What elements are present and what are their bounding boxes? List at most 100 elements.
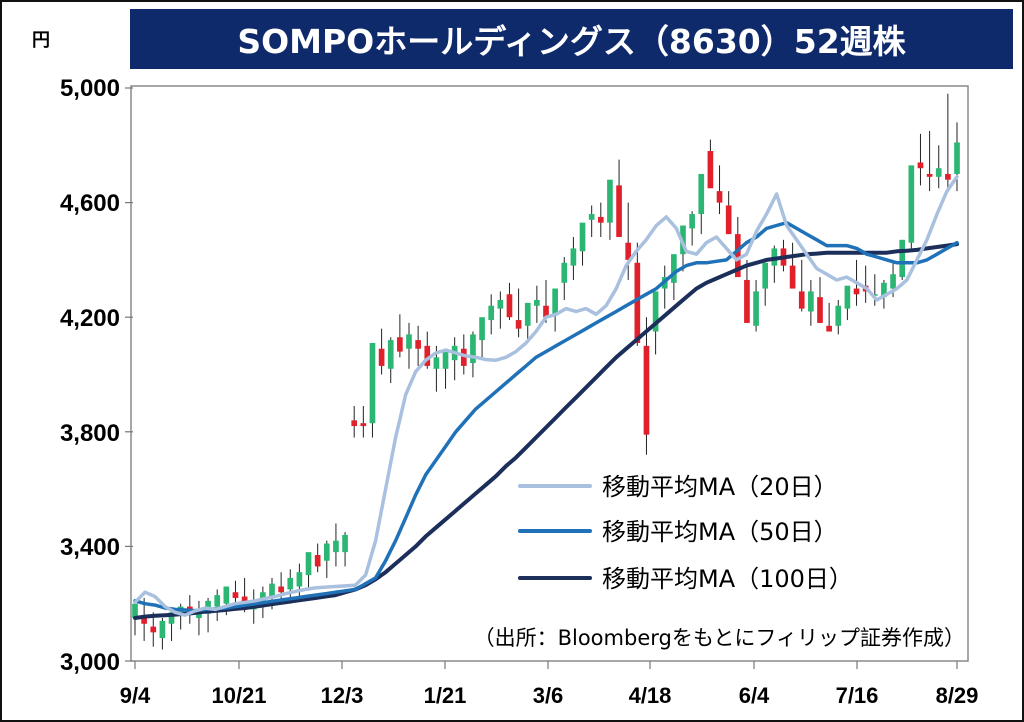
candle-up [899, 239, 906, 278]
candle-down [634, 262, 641, 343]
candle-down [789, 265, 796, 289]
candle-up [342, 534, 348, 553]
candle-up [561, 262, 568, 283]
candle-up [954, 142, 960, 174]
candle-down [515, 320, 522, 329]
x-tick-label: 9/4 [120, 683, 151, 708]
legend-label-ma50: 移動平均MA（50日） [602, 518, 838, 546]
series-line-ma20 [133, 175, 959, 617]
x-tick-label: 6/4 [739, 683, 770, 708]
candle-down [826, 325, 832, 332]
candle-up [369, 342, 376, 424]
plot-area [130, 85, 969, 662]
candle-up [652, 291, 659, 332]
candle-up [579, 222, 586, 252]
candle-up [323, 543, 330, 561]
candle-up [753, 291, 759, 326]
candle-down [817, 297, 823, 323]
candle-down [926, 173, 933, 177]
x-axis: 9/4 10/21 12/3 1/21 3/6 4/18 6/4 7/16 8/… [120, 661, 979, 708]
candle-up [908, 165, 915, 243]
candle-down [424, 345, 431, 366]
x-tick-label: 8/29 [936, 683, 979, 708]
candle-up [552, 288, 558, 315]
candle-up [808, 291, 814, 312]
candle-up [871, 294, 878, 296]
candle-up [534, 300, 540, 306]
candle-down [798, 291, 805, 309]
y-tick-label: 5,000 [60, 75, 120, 102]
x-tick-label: 10/21 [211, 683, 266, 708]
candle-up [524, 302, 531, 326]
candle-up [762, 262, 769, 289]
candle-down [506, 294, 513, 318]
candle-down [597, 216, 604, 223]
candle-down [707, 151, 714, 189]
candle-down [945, 173, 951, 180]
candle-up [287, 577, 294, 590]
candle-up [588, 214, 595, 220]
x-tick-label: 7/16 [836, 683, 879, 708]
candle-down [314, 554, 321, 567]
source-note: （出所：Bloombergをもとにフィリップ証券作成） [474, 626, 965, 650]
moving-average-lines [133, 175, 959, 620]
y-tick-label: 3,400 [60, 534, 120, 561]
candle-up [470, 334, 476, 364]
candle-down [716, 191, 723, 203]
candle-up [296, 572, 303, 587]
x-tick-label: 3/6 [533, 683, 564, 708]
legend-label-ma20: 移動平均MA（20日） [602, 473, 838, 501]
candle-up [497, 300, 504, 309]
candle-up [835, 305, 842, 326]
candle-down [232, 592, 239, 598]
candle-up [689, 214, 695, 229]
candle-down [734, 234, 741, 278]
candle-down [543, 305, 549, 318]
candle-down [643, 345, 650, 435]
candle-up [935, 168, 942, 177]
y-tick-label: 4,600 [60, 190, 120, 217]
candle-down [460, 348, 467, 366]
candle-down [150, 626, 157, 633]
candle-up [570, 248, 577, 266]
candle-up [223, 586, 230, 604]
candle-down [141, 615, 147, 624]
candle-down [351, 420, 358, 427]
candle-up [479, 317, 485, 341]
candle-up [168, 612, 175, 624]
candle-up [488, 305, 495, 321]
y-tick-label: 3,800 [60, 420, 120, 447]
candle-up [269, 583, 275, 598]
x-tick-label: 1/21 [424, 683, 467, 708]
candle-down [397, 337, 403, 352]
legend: 移動平均MA（20日） 移動平均MA（50日） 移動平均MA（100日） [518, 473, 853, 593]
candle-up [890, 274, 896, 289]
chart-title: SOMPOホールディングス（8630）52週株 [130, 9, 1013, 69]
chart-marks [132, 93, 960, 650]
candle-up [607, 179, 613, 223]
x-tick-label: 12/3 [321, 683, 364, 708]
candle-down [616, 185, 622, 237]
candle-up [433, 357, 440, 369]
candle-down [853, 288, 860, 295]
candle-up [305, 552, 312, 576]
candle-up [333, 540, 339, 553]
candle-up [698, 173, 705, 215]
candle-up [881, 282, 887, 298]
y-axis: 5,000 4,600 4,200 3,800 3,400 3,000 [60, 75, 133, 676]
candle-down [744, 279, 750, 323]
candle-up [159, 620, 166, 639]
candle-up [132, 603, 138, 619]
series-line-ma50 [133, 220, 959, 613]
candle-down [625, 242, 632, 260]
candle-up [214, 595, 221, 607]
y-tick-label: 3,000 [60, 649, 120, 676]
candle-down [278, 586, 284, 593]
y-tick-label: 4,200 [60, 305, 120, 332]
candle-down [917, 162, 924, 169]
candle-up [671, 254, 677, 283]
candle-down [378, 348, 385, 366]
candle-up [406, 334, 412, 349]
